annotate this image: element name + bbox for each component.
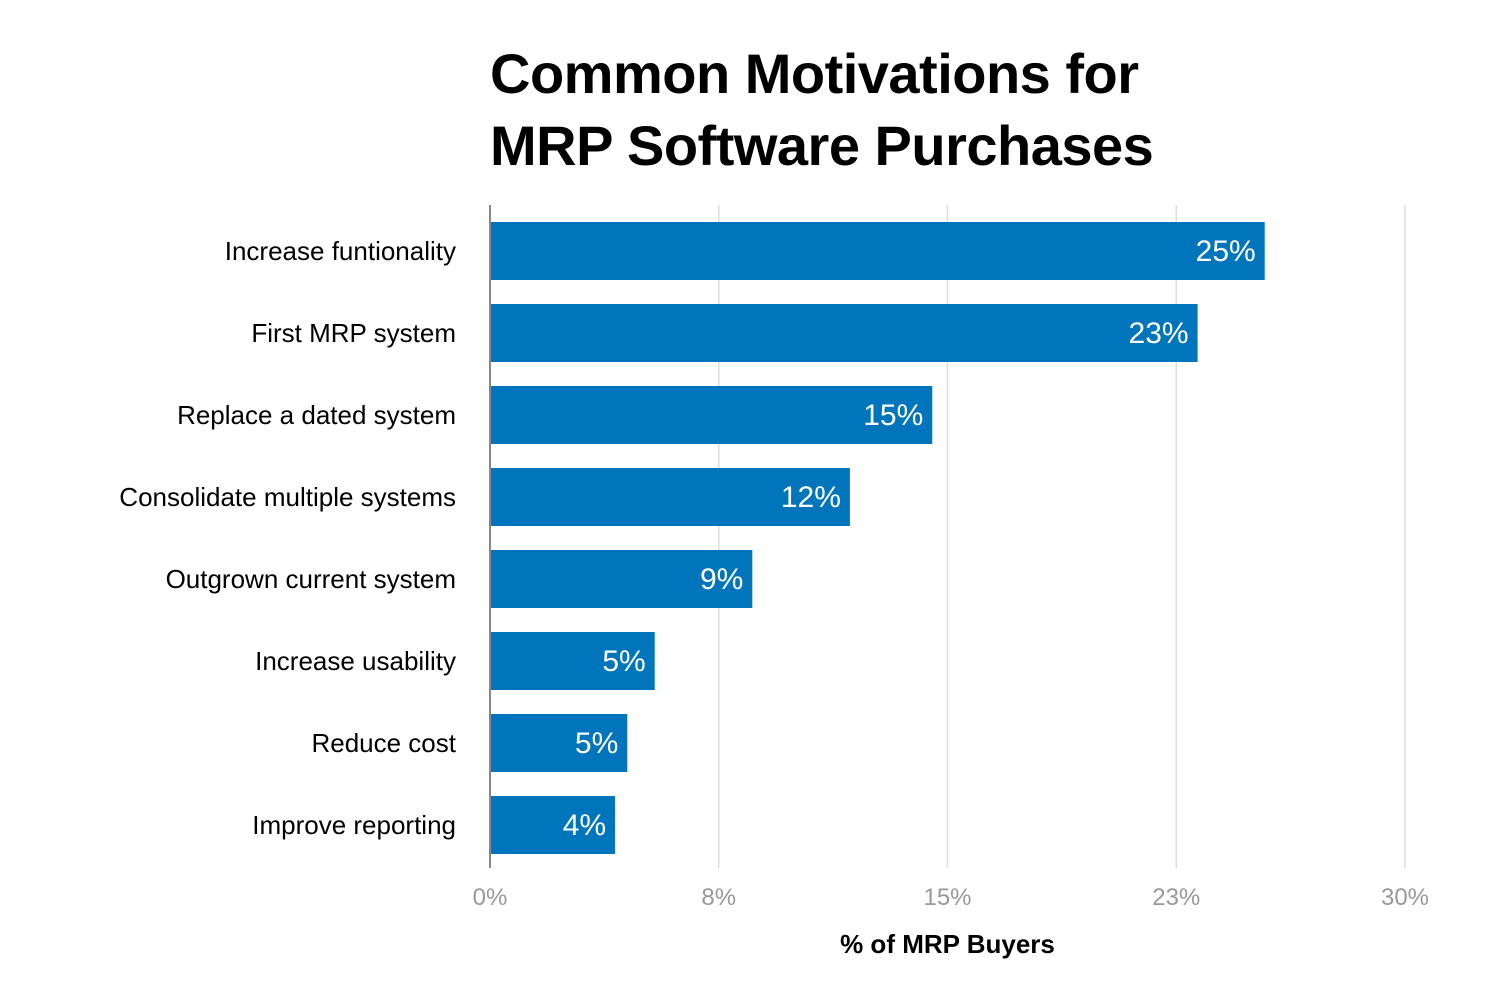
data-label: 12% [781,481,841,514]
x-tick-label: 23% [1152,884,1200,911]
data-label: 9% [700,563,743,596]
category-label: Outgrown current system [166,564,456,594]
data-label: 23% [1129,317,1189,350]
category-label: Increase usability [255,646,456,676]
category-label: Reduce cost [311,728,456,758]
x-axis-title: % of MRP Buyers [840,929,1055,959]
bar [490,714,628,772]
bar [490,468,850,526]
data-label: 25% [1196,235,1256,268]
data-label: 5% [575,727,618,760]
category-label: Improve reporting [252,810,456,840]
chart-title-line-1: Common Motivations for [490,42,1139,105]
bar [490,632,655,690]
bar [490,386,933,444]
bar [490,550,753,608]
data-label: 4% [563,809,606,842]
bar [490,796,616,854]
x-tick-label: 15% [923,884,971,911]
data-label: 5% [602,645,645,678]
category-label: Replace a dated system [177,400,456,430]
x-tick-label: 0% [473,884,508,911]
category-label: Increase funtionality [225,236,456,266]
x-tick-label: 30% [1381,884,1429,911]
bar [490,222,1265,280]
category-label: Consolidate multiple systems [119,482,456,512]
data-label: 15% [863,399,923,432]
chart-title-line-2: MRP Software Purchases [490,114,1154,177]
bar [490,304,1198,362]
chart-title: Common Motivations for MRP Software Purc… [490,38,1154,182]
x-tick-label: 8% [701,884,736,911]
category-label: First MRP system [251,318,456,348]
